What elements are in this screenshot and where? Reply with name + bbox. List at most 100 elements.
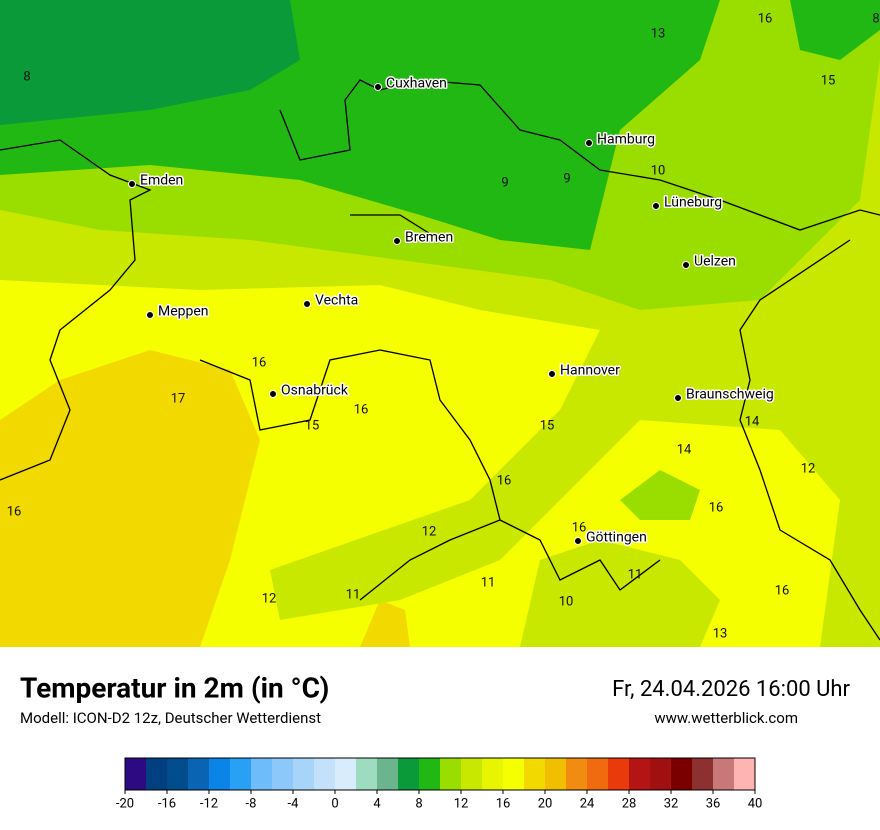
colorbar-swatch [293,758,315,790]
colorbar-swatch [734,758,756,790]
temperature-value: 12 [262,591,277,606]
temperature-value: 14 [745,414,760,429]
colorbar-swatch [482,758,504,790]
colorbar-tick-label: 24 [580,796,595,811]
city-dot [303,300,311,308]
colorbar-swatch [188,758,210,790]
colorbar-tick-label: 0 [331,796,338,811]
colorbar-swatch [713,758,735,790]
city-label: Vechta [315,293,358,309]
colorbar-swatch [125,758,147,790]
border-line [499,519,661,591]
colorbar-swatch [650,758,672,790]
cities: Cuxhaven Hamburg Emden Lüneburg Bremen Uelzen… [128,74,775,547]
temperature-value: 11 [481,575,496,590]
colorbar-tick-label: 8 [415,796,422,811]
colorbar-tick-label: -8 [246,796,257,811]
colorbar-swatch [461,758,483,790]
temperature-value: 17 [171,391,186,406]
temperature-value: 16 [775,583,790,598]
colorbar-swatch [209,758,231,790]
city-label: Göttingen [586,530,647,546]
river-line [350,214,441,241]
temperature-value: 16 [7,504,22,519]
colorbar-swatch [251,758,273,790]
colorbar-swatch [272,758,294,790]
colorbar-swatch [314,758,336,790]
colorbar-swatch [440,758,462,790]
borders [0,79,880,641]
value-labels: 13 16 8 15 8 9 9 10 16 17 16 15 15 14 14 12 16 16 16 16 12 11… [7,11,880,641]
temperature-value: 8 [872,11,879,26]
temperature-value: 11 [346,587,361,602]
temperature-value: 9 [501,175,508,190]
colorbar-swatch [503,758,525,790]
city-dot [128,180,136,188]
city-label: Hannover [560,363,620,379]
colorbar-swatch [629,758,651,790]
city-dot [674,394,682,402]
colorbar-swatch [692,758,714,790]
colorbar-tick-label: 16 [496,796,511,811]
colorbar-swatch [608,758,630,790]
colorbar-swatch [566,758,588,790]
colorbar-tick-label: 4 [373,796,381,811]
title: Temperatur in 2m (in °C) [20,671,329,704]
colorbar: -20 -16 -12 -8 -4 0 4 8 12 16 20 24 28 32 36 40 [116,757,763,811]
city-label: Cuxhaven [386,76,447,92]
colorbar-tick-label: -12 [200,796,218,811]
city-dot [269,390,277,398]
colorbar-swatch [398,758,420,790]
temperature-value: 16 [354,402,369,417]
map [0,0,880,647]
temperature-value: 14 [677,442,692,457]
temperature-value: 9 [563,171,570,186]
temperature-value: 10 [559,594,574,609]
colorbar-frame [124,757,756,791]
temperature-value: 16 [252,355,267,370]
city-label: Hamburg [597,132,655,148]
website: www.wetterblick.com [654,709,798,727]
colorbar-tick-label: 40 [748,796,763,811]
border-line [739,239,880,641]
cool-region [620,470,700,520]
colorbar-tick-label: -16 [158,796,176,811]
temperature-value: 15 [305,418,320,433]
colorbar-swatch [587,758,609,790]
city-label: Uelzen [694,254,736,270]
coast-line [279,79,561,161]
temperature-value: 8 [23,69,30,84]
colorbar-swatch [167,758,189,790]
subtitle: Modell: ICON-D2 12z, Deutscher Wetterdie… [20,709,321,727]
city-dot [652,202,660,210]
temperature-value: 16 [709,500,724,515]
colorbar-tick-label: 28 [622,796,637,811]
colorbar-swatch [524,758,546,790]
temperature-value: 16 [497,473,512,488]
colorbar-tick-label: -20 [116,796,134,811]
city-label: Meppen [158,304,209,320]
colorbar-swatch [230,758,252,790]
temperature-value: 16 [572,520,587,535]
mild-region [520,540,720,647]
colorbar-swatch [335,758,357,790]
colorbar-tick-label: 20 [538,796,553,811]
city-label: Lüneburg [664,195,722,211]
colorbar-swatch [545,758,567,790]
temperature-value: 13 [651,26,666,41]
city-dot [374,83,382,91]
border-line [199,349,501,601]
city-dot [585,139,593,147]
border-line [0,139,152,481]
colder-region [0,0,300,125]
temperature-value: 10 [651,163,666,178]
colorbar-swatch [419,758,441,790]
colorbar-swatch [377,758,399,790]
city-dot [682,261,690,269]
temperature-value: 16 [758,11,773,26]
temperature-value: 15 [821,73,836,88]
temperature-value: 12 [801,461,816,476]
colorbar-tick-label: -4 [288,796,300,811]
city-dot [393,237,401,245]
